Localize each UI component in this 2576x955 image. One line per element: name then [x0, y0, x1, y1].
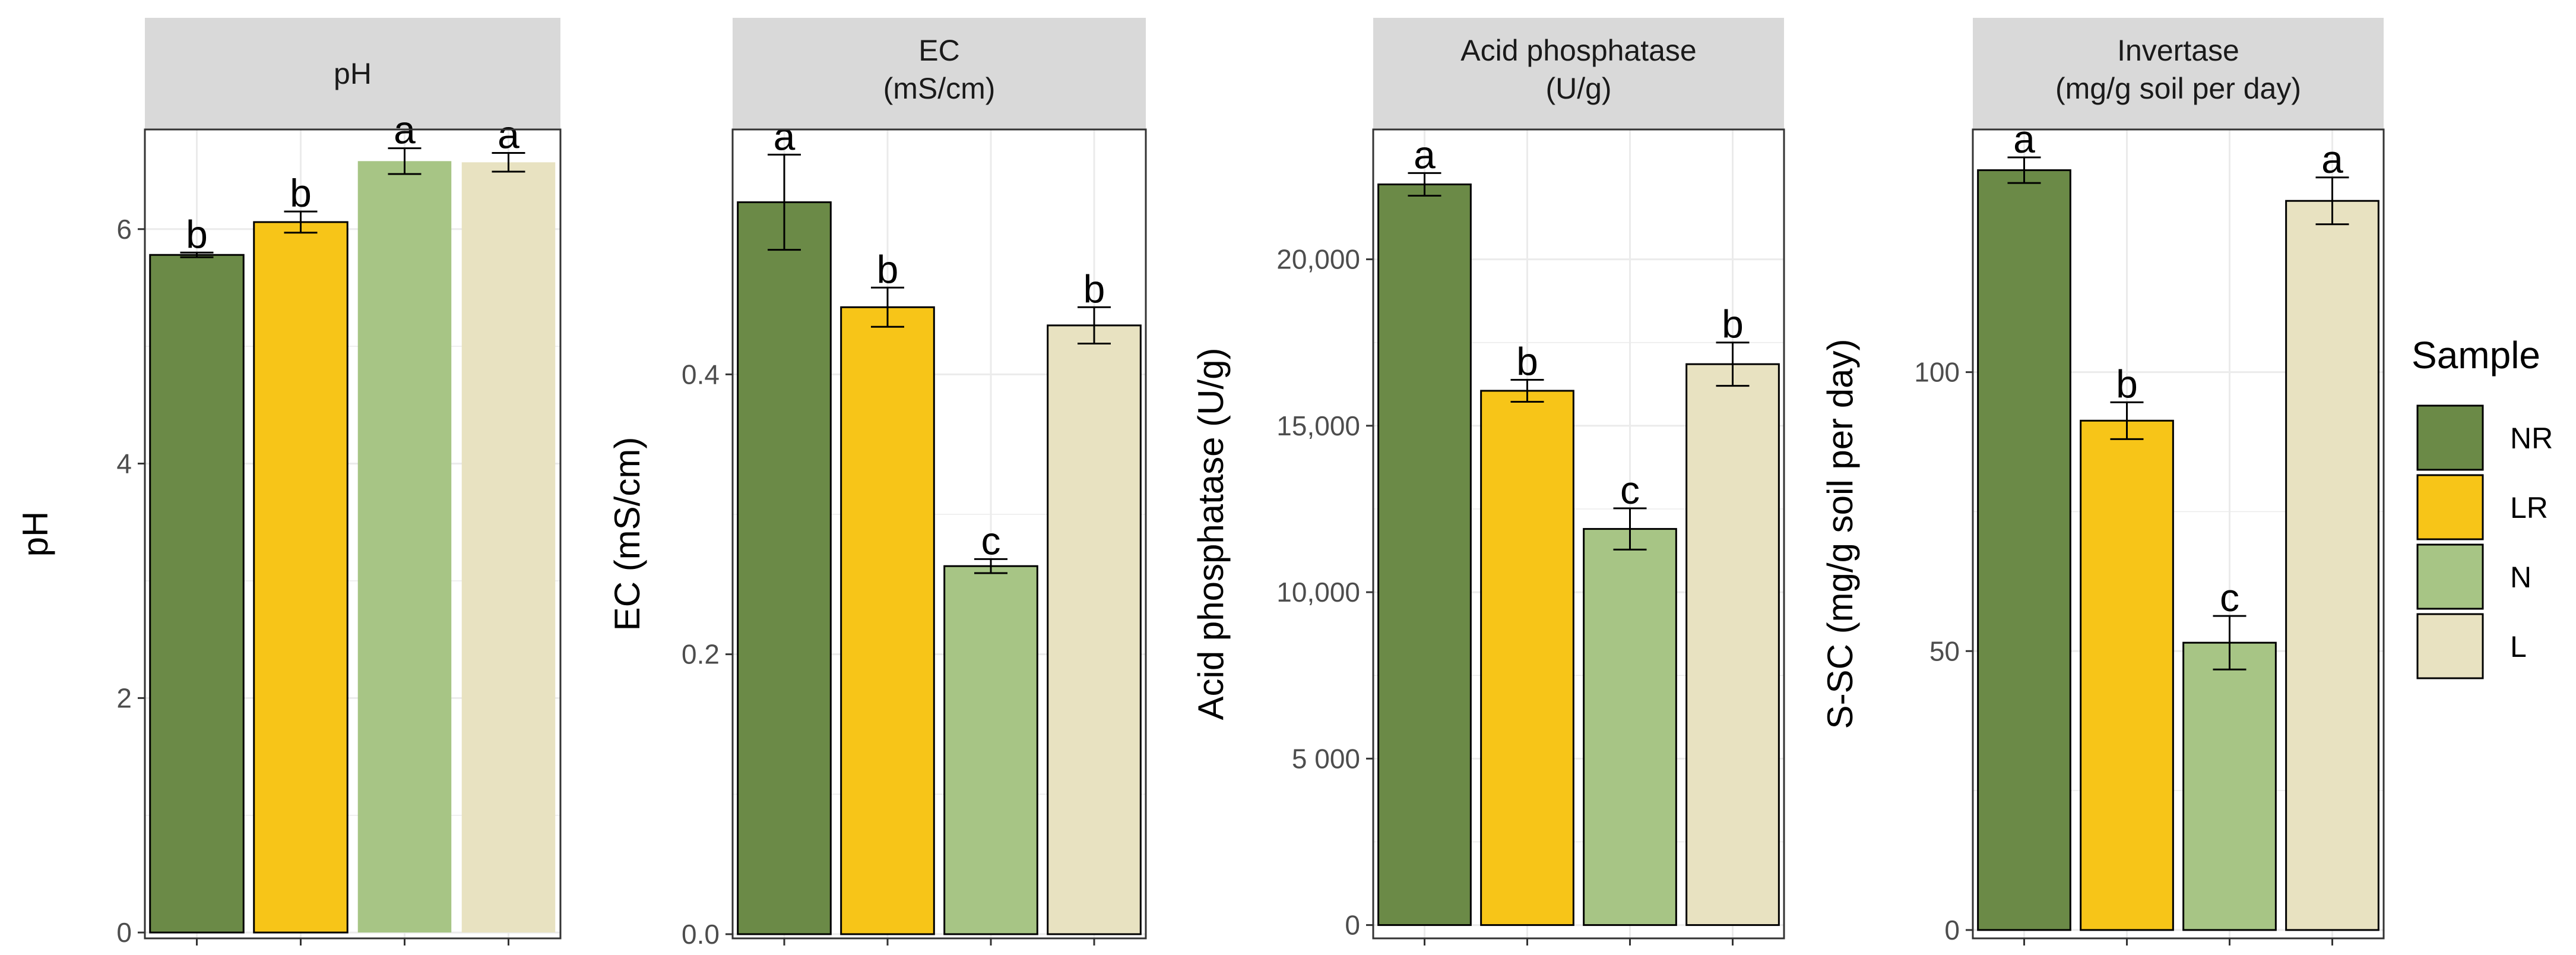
legend-title: Sample	[2412, 334, 2540, 377]
significance-letter-lr-panel-2: b	[877, 247, 899, 291]
bar-nr-panel-3	[1377, 183, 1472, 926]
panel-3-y-axis-title: Acid phosphatase (U/g)	[1191, 347, 1231, 720]
panel-3-ytick-label: 20,000	[1276, 244, 1360, 275]
bar-nr-panel-1	[149, 254, 245, 934]
panel-4-strip-text: Invertase	[2117, 34, 2239, 67]
panel-1-ytick-label: 0	[116, 917, 132, 948]
bar-lr-panel-2	[840, 306, 935, 935]
bar-l-panel-1	[461, 162, 556, 933]
significance-letter-lr-panel-1: b	[290, 171, 312, 215]
legend-key-l	[2416, 613, 2484, 679]
panel-2-border	[731, 128, 1147, 940]
significance-letter-n-panel-4: c	[2220, 575, 2239, 619]
panel-1-ytick-label: 4	[116, 448, 132, 479]
panel-1-strip-text: pH	[334, 57, 372, 90]
panel-3-strip	[1373, 18, 1784, 129]
bar-l-panel-4	[2285, 200, 2379, 931]
panel-2-ytick-label: 0.0	[682, 919, 720, 950]
legend-label-l: L	[2510, 630, 2527, 663]
bar-n-panel-3	[1583, 528, 1677, 926]
significance-letter-l-panel-3: b	[1722, 302, 1744, 346]
panel-4-ytick-label: 50	[1929, 635, 1960, 666]
panel-2-y-axis-title: EC (mS/cm)	[607, 437, 647, 631]
panel-3-border	[1372, 128, 1785, 940]
significance-letter-l-panel-2: b	[1083, 267, 1105, 311]
panel-3-ytick-label: 0	[1345, 910, 1360, 941]
panel-1-ytick-label: 2	[116, 682, 132, 713]
panel-2-strip-text: (mS/cm)	[883, 72, 996, 105]
panel-4-ytick-label: 100	[1914, 357, 1960, 388]
legend-key-n	[2416, 543, 2484, 610]
bar-lr-panel-1	[253, 221, 348, 934]
panel-2: EC (mS/cm) a b c b 0.0 0.2 0.4 EC (mS/cm)	[607, 18, 1147, 950]
bar-l-panel-2	[1047, 324, 1142, 935]
panel-2-strip-text: EC	[918, 34, 959, 67]
panel-4-border	[1972, 128, 2385, 940]
significance-letter-nr-panel-3: a	[1414, 132, 1436, 176]
significance-letter-lr-panel-4: b	[2116, 362, 2138, 406]
panel-3-strip-text: Acid phosphatase	[1460, 34, 1697, 67]
panel-1-ytick-label: 6	[116, 214, 132, 245]
panel-1-border	[144, 128, 562, 940]
bar-nr-panel-4	[1977, 169, 2071, 931]
panel-4-y-axis-title: S-SC (mg/g soil per day)	[1820, 339, 1860, 729]
legend-key-nr	[2416, 404, 2484, 471]
panel-1-strip	[145, 18, 560, 129]
significance-letter-nr-panel-1: b	[186, 212, 208, 256]
significance-letter-nr-panel-4: a	[2013, 117, 2035, 161]
panel-4: Invertase (mg/g soil per day) a b c a 0 50 100 S-…	[1820, 18, 2385, 945]
panel-3-strip-text: (U/g)	[1545, 72, 1611, 105]
bar-l-panel-3	[1685, 363, 1780, 926]
significance-letter-l-panel-1: a	[498, 112, 519, 156]
panel-4-ytick-label: 0	[1944, 915, 1960, 945]
significance-letter-l-panel-4: a	[2321, 137, 2343, 181]
bar-n-panel-1	[357, 161, 452, 933]
panel-2-ytick-label: 0.4	[682, 359, 720, 390]
legend-key-lr	[2416, 474, 2484, 540]
panel-3-ytick-label: 15,000	[1276, 410, 1360, 441]
panel-4-strip-text: (mg/g soil per day)	[2055, 72, 2301, 105]
significance-letter-nr-panel-2: a	[774, 114, 796, 158]
bar-lr-panel-4	[2080, 419, 2174, 931]
bar-n-panel-2	[943, 565, 1038, 935]
panel-2-strip	[733, 18, 1146, 129]
bar-lr-panel-3	[1480, 390, 1574, 926]
panel-3-ytick-label: 5 000	[1292, 743, 1360, 774]
legend-label-lr: LR	[2510, 491, 2548, 524]
significance-letter-lr-panel-3: b	[1516, 339, 1538, 383]
significance-letter-n-panel-3: c	[1620, 468, 1640, 512]
panel-2-ytick-label: 0.2	[682, 639, 720, 670]
panel-1-y-axis-title: pH	[15, 511, 55, 557]
legend: Sample NR LR N L	[2412, 334, 2553, 679]
panel-4-strip	[1973, 18, 2384, 129]
bar-n-panel-4	[2182, 641, 2277, 931]
significance-letter-n-panel-2: c	[981, 518, 1001, 562]
bar-nr-panel-2	[737, 201, 832, 935]
panel-3-ytick-label: 10,000	[1276, 577, 1360, 608]
legend-label-nr: NR	[2510, 422, 2553, 455]
panel-3: Acid phosphatase (U/g) a b c b 0 5 000 10,000 15,…	[1191, 18, 1785, 945]
legend-label-n: N	[2510, 561, 2531, 594]
